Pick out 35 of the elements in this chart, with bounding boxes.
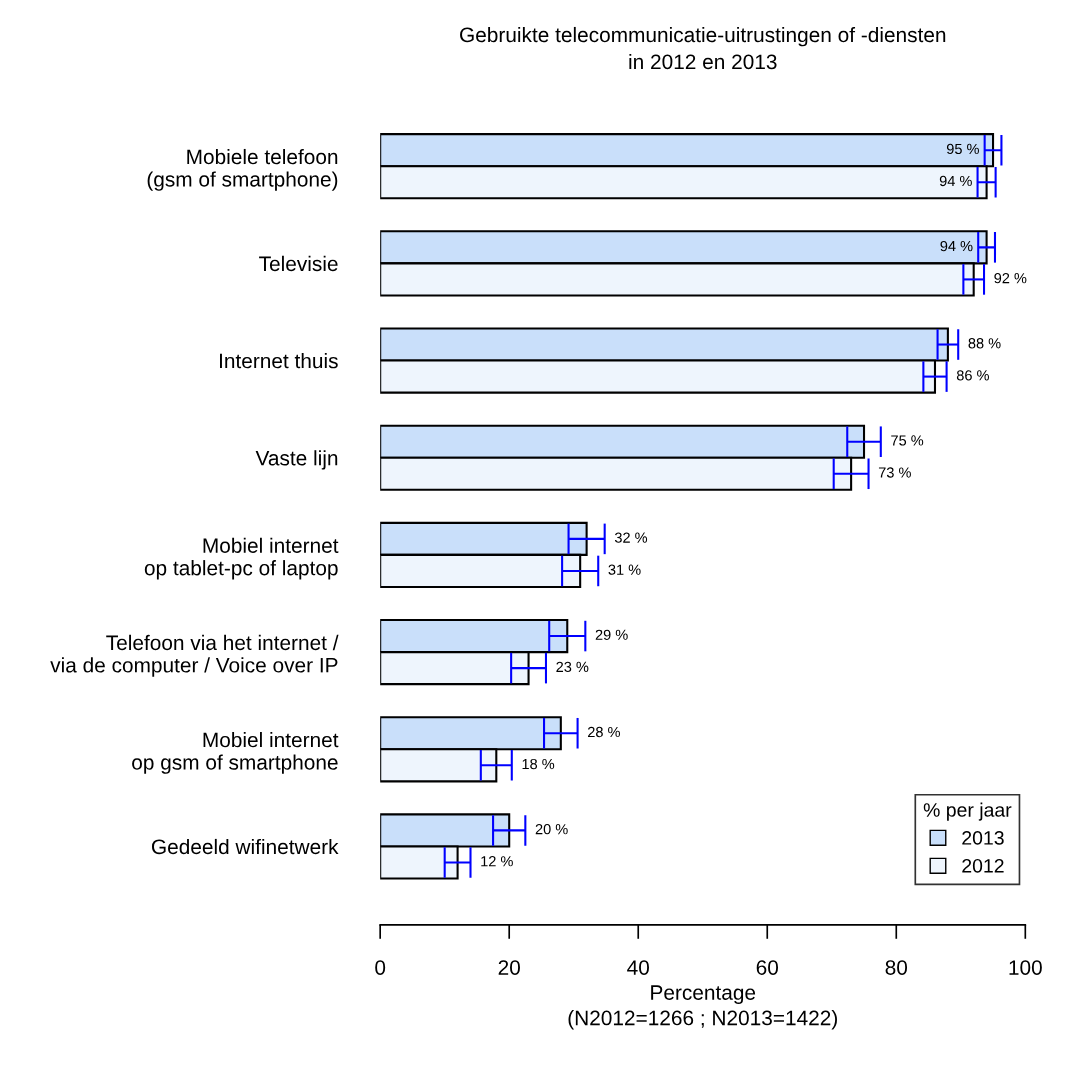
data-label: 88 % (968, 338, 1001, 349)
data-label: 32 % (614, 532, 648, 543)
y-tick-label: Televisie (259, 255, 338, 272)
data-label: 20 % (535, 824, 568, 835)
x-tick-label: 80 (885, 960, 908, 975)
y-tick-label: Mobiel internet op tablet-pc of laptop (144, 537, 339, 580)
data-label: 23 % (556, 661, 589, 673)
y-tick-label: Mobiele telefoon (gsm of smartphone) (147, 148, 338, 191)
data-label: 94 % (940, 240, 973, 252)
y-tick-label: Gedeeld wifinetwerk (151, 838, 339, 855)
data-label: 92 % (994, 273, 1027, 284)
y-tick-label: Mobiel internet op gsm of smartphone (132, 732, 339, 774)
data-label: 31 % (608, 564, 641, 575)
y-tick-label: Internet thuis (220, 353, 338, 369)
x-axis-title: Percentage (N2012=1266 ; N2013=1422) (568, 985, 837, 1030)
y-tick-label: Vaste lijn (255, 450, 338, 470)
data-label: 86 % (956, 370, 989, 381)
x-tick-label: 40 (627, 960, 649, 975)
x-tick-label: 0 (375, 960, 386, 975)
legend-label: 2013 (962, 831, 1004, 845)
data-label: 73 % (878, 467, 911, 478)
data-label: 75 % (891, 435, 924, 446)
legend-title: % per jaar (923, 802, 1012, 821)
x-tick-label: 100 (1009, 960, 1042, 975)
y-tick-label: Telefoon via het internet / via de computer / Voice over IP (50, 634, 339, 677)
legend-label: 2012 (962, 858, 1004, 873)
data-label: 95 % (946, 143, 979, 155)
x-tick-label: 60 (756, 960, 779, 975)
data-label: 18 % (522, 758, 555, 770)
data-label: 28 % (588, 726, 620, 738)
data-label: 12 % (481, 856, 513, 867)
data-label: 94 % (939, 175, 972, 187)
chart-title: Gebruikte telecommunicatie-uitrustingen of -diensten in 2012 en 2013 (460, 26, 946, 70)
data-label: 29 % (595, 629, 628, 640)
x-tick-label: 20 (498, 960, 520, 975)
